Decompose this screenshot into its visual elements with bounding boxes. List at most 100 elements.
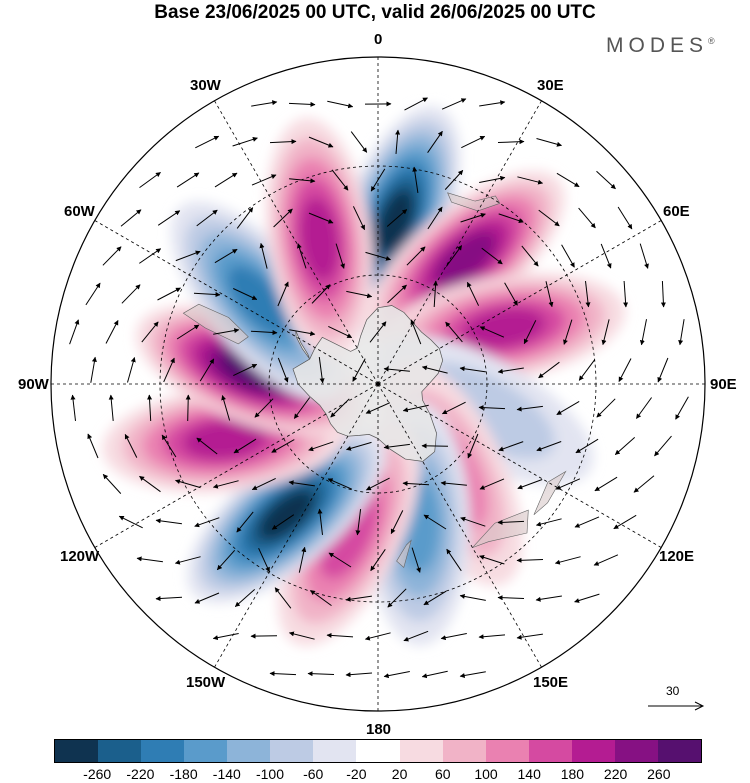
wind-arrow — [538, 361, 560, 379]
wind-arrow — [623, 280, 629, 308]
wind-arrow — [639, 243, 649, 269]
colorbar-swatch — [571, 740, 615, 762]
wind-arrow — [87, 433, 99, 459]
wind-arrow — [444, 170, 464, 190]
wind-arrow — [317, 508, 323, 535]
wind-arrow — [421, 670, 448, 679]
wind-arrow — [259, 242, 268, 269]
wind-arrow — [410, 319, 422, 345]
landmass — [396, 539, 412, 569]
wind-arrow — [441, 401, 466, 415]
wind-arrow — [326, 632, 354, 638]
wind-arrow — [601, 319, 610, 346]
longitude-label: 60E — [663, 203, 690, 220]
wind-arrow — [346, 441, 372, 451]
wind-arrow — [176, 172, 200, 188]
wind-arrow — [404, 97, 428, 111]
wind-arrow — [155, 596, 183, 602]
wind-arrow — [214, 172, 238, 188]
wind-arrow — [517, 176, 544, 185]
wind-arrow — [233, 438, 257, 454]
reference-vector-value: 30 — [666, 684, 680, 698]
colorbar — [54, 739, 702, 763]
wind-arrow — [613, 514, 637, 530]
wind-arrow — [446, 548, 462, 572]
wind-arrow — [406, 246, 426, 266]
wind-arrow — [383, 671, 410, 679]
wind-arrow — [585, 281, 591, 308]
wind-arrow — [277, 357, 289, 383]
wind-arrow — [370, 168, 386, 192]
wind-arrow — [175, 479, 201, 489]
wind-arrow — [460, 516, 486, 527]
wind-arrow — [563, 319, 573, 345]
wind-arrow — [459, 593, 486, 601]
wind-arrow — [596, 170, 616, 190]
colorbar-swatch — [55, 740, 99, 762]
wind-arrow — [387, 588, 407, 608]
colorbar-tick-label: -220 — [126, 766, 155, 782]
wind-arrow — [269, 671, 297, 677]
wind-arrow — [297, 243, 307, 269]
wind-arrow — [185, 394, 191, 422]
colorbar-tick-label: 140 — [517, 766, 541, 782]
longitude-label: 120W — [60, 548, 100, 565]
wind-arrow — [127, 357, 136, 383]
colorbar-swatch — [270, 740, 314, 762]
wind-arrow — [258, 547, 270, 573]
colorbar-swatch — [227, 740, 271, 762]
wind-arrow — [212, 633, 239, 641]
meridian — [377, 383, 542, 668]
wind-arrow — [136, 556, 163, 563]
wind-arrow — [466, 281, 480, 306]
anomaly-contour — [376, 189, 415, 254]
wind-arrow — [234, 589, 256, 607]
wind-arrow — [124, 433, 138, 458]
colorbar-swatch — [528, 740, 572, 762]
wind-arrow — [335, 243, 345, 269]
wind-arrow — [250, 330, 278, 336]
wind-arrow — [311, 284, 331, 304]
longitude-label: 150E — [533, 674, 569, 691]
colorbar-tick-label: -260 — [83, 766, 112, 782]
wind-arrow — [536, 138, 562, 147]
wind-arrow — [497, 595, 525, 601]
wind-arrow — [536, 441, 562, 452]
wind-arrow — [440, 480, 467, 486]
wind-arrow — [307, 671, 335, 677]
colorbar-swatch — [485, 740, 529, 762]
wind-arrow — [578, 359, 596, 381]
wind-arrow — [433, 280, 439, 308]
brand-name: MODES — [606, 34, 709, 57]
meridian — [377, 383, 662, 548]
wind-arrow — [308, 136, 334, 148]
wind-arrow — [517, 479, 543, 490]
wind-arrow — [139, 248, 162, 264]
wind-arrow — [251, 477, 276, 491]
wind-arrow — [369, 321, 387, 343]
meridian — [377, 220, 662, 385]
wind-arrow — [478, 405, 506, 411]
wind-arrow — [90, 356, 97, 383]
wind-arrow — [118, 515, 143, 529]
wind-arrow — [516, 405, 543, 412]
colorbar-tick-label: 220 — [603, 766, 628, 782]
wind-arrow — [635, 397, 653, 419]
wind-arrow — [328, 325, 353, 339]
wind-arrow — [459, 366, 486, 373]
wind-arrow — [196, 209, 218, 227]
colorbar-tick-label: 180 — [560, 766, 585, 782]
wind-arrow — [523, 320, 537, 345]
wind-arrow — [346, 290, 373, 299]
colorbar-swatch — [98, 740, 142, 762]
wind-arrow — [327, 100, 354, 109]
wind-arrow — [678, 319, 685, 346]
wind-arrow — [161, 434, 177, 458]
meridian — [94, 220, 379, 385]
longitude-label: 0 — [374, 31, 383, 48]
graticule — [51, 57, 705, 711]
wind-arrow — [423, 590, 447, 606]
wind-arrow — [298, 546, 307, 573]
wind-arrow — [318, 357, 325, 384]
wind-arrow — [412, 166, 419, 193]
